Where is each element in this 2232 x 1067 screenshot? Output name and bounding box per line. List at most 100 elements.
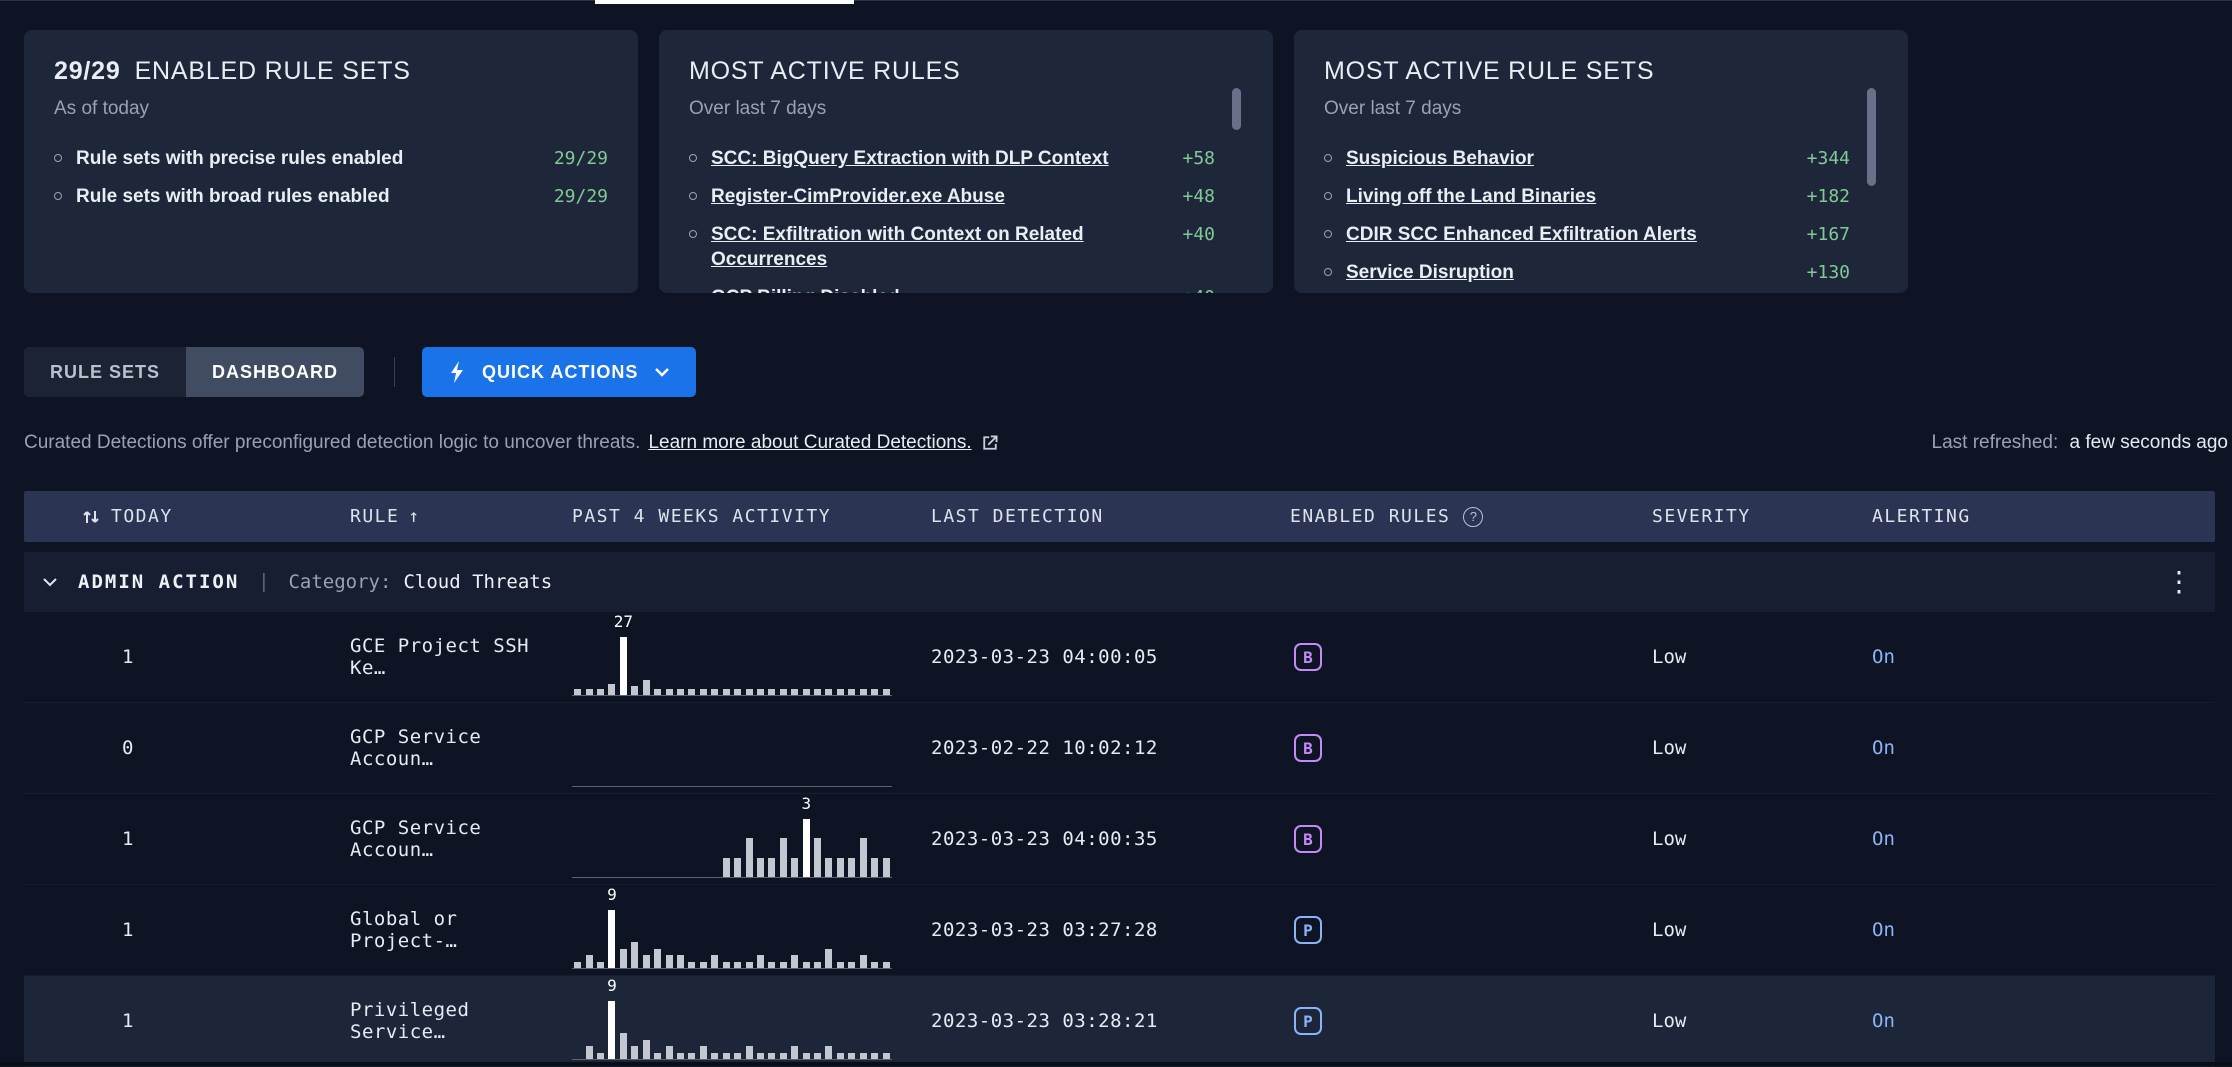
enabled-rule-badge[interactable]: B [1294,825,1322,853]
more-options-icon[interactable]: ⋮ [2165,565,2193,598]
enabled-rule-badge[interactable]: P [1294,916,1322,944]
chart-bar [631,1046,639,1059]
alerting-status[interactable]: On [1872,1010,1895,1032]
table-row[interactable]: 1 GCE Project SSH Ke… 27 2023-03-23 04:00:0… [24,612,2215,703]
chart-bar [768,689,776,695]
chart-bar [791,858,799,877]
bullet-icon [54,154,62,162]
metric-value: +40 [1182,224,1215,245]
enabled-rule-badge[interactable]: P [1294,1007,1322,1035]
quick-actions-button[interactable]: QUICK ACTIONS [422,347,697,397]
column-header-severity[interactable]: SEVERITY [1640,506,1860,527]
card-item-list: Rule sets with precise rules enabled 29/2… [54,146,608,209]
column-header-rule[interactable]: RULE ↑ [340,506,565,527]
scrollbar-thumb[interactable] [1232,88,1241,130]
rule-name[interactable]: GCE Project SSH Ke… [350,635,530,679]
chart-bar [699,1046,707,1059]
rule-link[interactable]: SCC: BigQuery Extraction with DLP Contex… [711,148,1109,169]
chart-bar [848,1053,856,1059]
rule-link[interactable]: Suspicious Behavior [1346,148,1534,169]
rule-link[interactable]: Register-CimProvider.exe Abuse [711,186,1005,207]
metric-value: 29/29 [553,186,608,207]
chart-bar [699,962,707,968]
rule-link[interactable]: GCP Billing Disabled [711,285,1168,293]
column-header-last-detection[interactable]: LAST DETECTION [905,506,1280,527]
column-header-alerting[interactable]: ALERTING [1860,506,2215,527]
bullet-icon [689,230,697,238]
today-count: 0 [122,737,134,759]
chart-bar [802,1053,810,1059]
chart-bar [654,949,662,968]
learn-more-link[interactable]: Learn more about Curated Detections. [648,432,972,453]
help-icon[interactable]: ? [1463,506,1484,527]
column-header-label: PAST 4 WEEKS ACTIVITY [572,506,832,527]
external-link-icon[interactable] [980,433,1000,453]
group-category-label: Category: [288,571,392,593]
chart-bar [779,689,787,695]
chart-bar [859,955,867,968]
chart-bar [677,955,684,968]
activity-sparkline: 27 [572,612,892,696]
detections-table: TODAY RULE ↑ PAST 4 WEEKS ACTIVITY LAST … [24,491,2215,1067]
rule-name[interactable]: GCP Service Accoun… [350,726,482,770]
column-header-today[interactable]: TODAY [24,506,340,528]
lightning-icon [451,361,464,383]
enabled-rule-badge[interactable]: B [1294,643,1322,671]
last-detection: 2023-03-23 04:00:35 [931,828,1158,850]
alerting-status[interactable]: On [1872,737,1895,759]
rule-name[interactable]: GCP Service Accoun… [350,817,482,861]
chart-bar [722,689,730,695]
chart-bar [791,689,799,695]
activity-chart-cell: 3 [565,794,905,884]
chart-bar [654,689,662,695]
scrollbar-thumb[interactable] [1867,88,1876,186]
chart-bar [814,838,822,877]
table-row[interactable]: 1 Privileged Service… 9 2023-03-23 03:28:21… [24,976,2215,1067]
rule-set-group-header[interactable]: ADMIN ACTION | Category: Cloud Threats ⋮ [24,552,2215,612]
enabled-rule-badge[interactable]: B [1294,734,1322,762]
rule-link[interactable]: Service Disruption [1346,262,1514,283]
bullet-icon [689,192,697,200]
card-list-item: Service Disruption +130 [1324,260,1878,285]
column-header-label: SEVERITY [1652,506,1751,527]
severity-value: Low [1652,1010,1687,1032]
chart-bar [871,689,879,695]
metric-value: +58 [1182,148,1215,169]
chart-bar [711,955,719,968]
enabled-rules-cell: P [1280,916,1640,944]
severity-value: Low [1652,737,1687,759]
chart-bar [768,1053,776,1059]
card-list-item: Rule sets with broad rules enabled 29/29 [54,184,608,209]
dashboard-tab[interactable]: DASHBOARD [186,347,365,397]
chart-bar [836,962,844,968]
column-header-enabled-rules[interactable]: ENABLED RULES ? [1280,506,1640,527]
column-header-activity[interactable]: PAST 4 WEEKS ACTIVITY [565,506,905,527]
card-list-item: Register-CimProvider.exe Abuse +48 [689,184,1243,209]
card-list-item: Suspicious Behavior +344 [1324,146,1878,171]
rule-link[interactable]: Living off the Land Binaries [1346,186,1597,207]
alerting-status[interactable]: On [1872,919,1895,941]
activity-sparkline [572,703,892,787]
chart-bar [882,858,890,877]
rule-link[interactable]: SCC: Exfiltration with Context on Relate… [711,224,1084,270]
collapse-chevron-icon[interactable] [40,572,60,592]
alerting-status[interactable]: On [1872,646,1895,668]
chart-bar [619,637,627,695]
rule-name[interactable]: Privileged Service… [350,999,470,1043]
chart-bar [745,962,753,968]
card-subtitle: Over last 7 days [1324,98,1462,119]
activity-sparkline: 9 [572,976,892,1060]
peak-count-label: 9 [607,976,617,995]
alerting-status[interactable]: On [1872,828,1895,850]
table-row[interactable]: 1 Global or Project-… 9 2023-03-23 03:27:28… [24,885,2215,976]
table-row[interactable]: 1 GCP Service Accoun… 3 2023-03-23 04:00:35… [24,794,2215,885]
rule-name[interactable]: Global or Project-… [350,908,458,952]
chart-bar [597,962,605,968]
chart-bar [768,962,776,968]
table-body: 1 GCE Project SSH Ke… 27 2023-03-23 04:00:0… [24,612,2215,1067]
chart-bar [585,955,593,968]
chart-bar [711,1053,719,1059]
rule-sets-tab[interactable]: RULE SETS [24,347,187,397]
table-row[interactable]: 0 GCP Service Accoun… 2023-02-22 10:02:12 B… [24,703,2215,794]
rule-link[interactable]: CDIR SCC Enhanced Exfiltration Alerts [1346,224,1697,245]
